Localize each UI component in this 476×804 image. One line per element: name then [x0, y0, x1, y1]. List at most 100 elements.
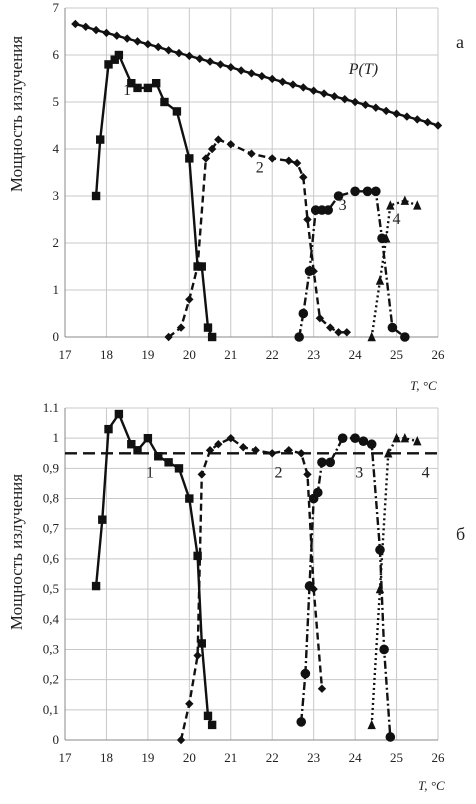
panel-b-series-labels: 1 2 3 4 — [146, 464, 430, 481]
panel-a-series-1-point — [122, 34, 132, 43]
panel-b-y-tick-label: 0,9 — [43, 460, 59, 475]
panel-a-series-label-3: 2 — [256, 160, 264, 177]
panel-b-y-tick-label: 0,2 — [43, 672, 59, 687]
panel-b-series-3-point — [337, 433, 348, 443]
panel-a-series-1-point — [247, 69, 256, 78]
panel-b-series-4-point — [384, 448, 393, 458]
panel-b-series-2-point — [197, 470, 206, 479]
panel-b-x-tick-label: 17 — [59, 750, 73, 765]
panel-b-y-tick-label: 0,8 — [43, 491, 59, 506]
panel-a-series-1-point — [226, 63, 235, 72]
panel-b-series-1-point — [104, 424, 113, 434]
panel-b-series-3-point — [350, 433, 360, 443]
panel-a-series-1-point — [185, 51, 194, 61]
panel-a-series-2-point — [127, 79, 136, 88]
panel-a-series-1-point — [278, 77, 287, 86]
panel-b-series-4-line — [370, 437, 418, 725]
panel-a-series-5-point — [400, 195, 410, 205]
panel-a-series-4-point — [362, 186, 373, 197]
panel-a-series-4-point — [350, 186, 360, 197]
panel-a-series-1-point — [299, 83, 308, 92]
panel-b-series-1-point — [91, 581, 101, 591]
panel-a-series-label-2: 1 — [123, 82, 131, 99]
panel-a-y-tick-label: 7 — [53, 0, 60, 15]
panel-a-series-3-point — [214, 135, 223, 144]
panel-a-series-1-point — [319, 89, 329, 98]
panel-a-series-5-point — [381, 233, 391, 243]
panel-a-series-1-point — [102, 28, 111, 38]
panel-a-series-1-point — [195, 54, 204, 63]
panel-a-series-3-point — [247, 149, 256, 158]
panel-b-series-2-point — [317, 684, 327, 693]
panel-a-series-3-point — [303, 215, 312, 224]
panel-a-series — [71, 19, 443, 342]
panel-a-series-1-point — [174, 48, 184, 58]
panel-a-x-tick-label: 24 — [349, 347, 363, 362]
panel-a-series-1-point — [81, 22, 90, 31]
panel-a-series-2-point — [172, 107, 182, 116]
panel-a-series-2-point — [160, 97, 169, 107]
panel-a-series-3-point — [226, 140, 235, 149]
panel-b-series-1-point — [133, 446, 142, 455]
panel-b-x-tick-label: 23 — [307, 750, 320, 765]
panel-b-series-3-point — [358, 436, 369, 447]
panel-a-series-4-point — [304, 266, 315, 277]
panel-a-series-5-point — [375, 275, 385, 285]
panel-a-series-1-point — [350, 97, 360, 107]
panel-a-series-3-point — [284, 156, 293, 165]
panel-b-series-2-point — [268, 449, 277, 458]
panel-b-y-tick-label: 0,7 — [43, 521, 60, 536]
panel-b-series-label-3: 3 — [355, 464, 363, 481]
panel-b-series-3-point — [313, 487, 323, 498]
panel-b-series-2-point — [297, 449, 306, 458]
panel-a-series-1-point — [402, 112, 412, 121]
panel-a-series-1-point — [309, 86, 318, 95]
panel-a-series-1-point — [236, 66, 246, 75]
panel-a-series-1-point — [392, 109, 401, 118]
panel-a-series-1-point — [216, 60, 225, 69]
panel-a-label: а — [456, 32, 464, 52]
panel-b-series-2-point — [251, 446, 260, 455]
panel-a-series-1-point — [257, 71, 267, 81]
panel-a-series-1-point — [133, 37, 142, 46]
panel-a-series-2-point — [114, 50, 124, 60]
panel-b-series-label-2: 2 — [274, 464, 282, 481]
panel-a-y-tick-label: 0 — [53, 329, 60, 344]
panel-a-series-3-point — [201, 154, 211, 163]
panel-b-y-tick-label: 0,1 — [43, 702, 59, 717]
panel-b-y-axis-title: Мощность излучения — [7, 474, 26, 630]
panel-a-series-5-point — [386, 200, 395, 210]
panel-b-series-label-4: 4 — [422, 464, 430, 481]
panel-b-series-4-point — [392, 432, 401, 443]
panel-a-series-2-point — [91, 191, 101, 201]
panel-a-series-5-point — [367, 331, 376, 342]
panel-a-x-tick-label: 23 — [307, 347, 320, 362]
panel-a-series-2-point — [110, 55, 119, 64]
panel-b-series — [65, 409, 438, 745]
panel-a-series-1-point — [164, 46, 173, 55]
panel-a-y-tick-label: 1 — [53, 282, 60, 297]
panel-a-series-5-point — [413, 200, 422, 210]
panel-b-series-3-point — [375, 545, 385, 555]
panel-b-series-1-point — [185, 494, 194, 503]
panel-b-series-1-point — [154, 452, 163, 461]
panel-b-x-tick-label: 22 — [266, 750, 279, 765]
panel-b-x-tick-label: 24 — [349, 750, 363, 765]
panel-a-series-1-point — [205, 57, 215, 66]
panel-b-series-1-point — [98, 515, 107, 524]
panel-a-x-tick-label: 20 — [183, 347, 196, 362]
panel-b-series-label-1: 1 — [146, 464, 154, 481]
panel-a-series-2-point — [185, 154, 194, 163]
panel-b-x-tick-label: 19 — [141, 750, 154, 765]
panel-b-series-2-point — [205, 446, 215, 455]
panel-b-series-3-point — [317, 457, 327, 468]
panel-b-series-2-point — [303, 470, 312, 479]
panel-b-series-1-point — [114, 409, 124, 419]
panel-a-x-tick-label: 26 — [432, 347, 446, 362]
panel-a-series-3-point — [292, 158, 302, 168]
panel-b-series-1-point — [174, 464, 184, 473]
panel-a-x-tick-label: 21 — [224, 347, 237, 362]
panel-b-x-axis-title: T, °C — [418, 778, 445, 793]
panel-a-series-1-point — [91, 25, 101, 35]
